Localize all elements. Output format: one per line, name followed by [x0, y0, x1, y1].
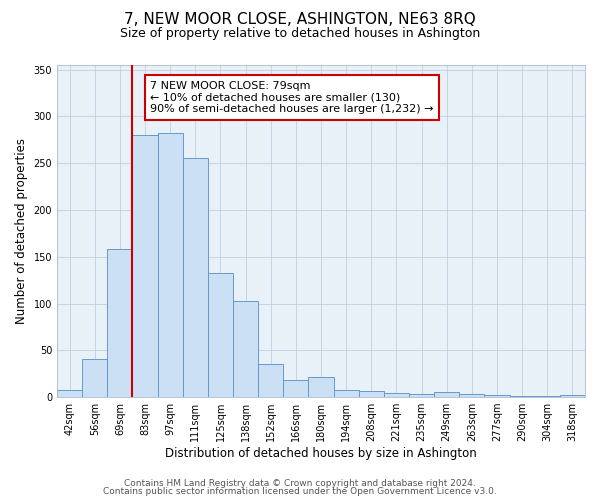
Bar	[560, 395, 585, 397]
Y-axis label: Number of detached properties: Number of detached properties	[15, 138, 28, 324]
Bar	[233, 300, 258, 397]
Bar	[107, 250, 133, 397]
Text: Size of property relative to detached houses in Ashington: Size of property relative to detached ho…	[120, 28, 480, 40]
Bar	[535, 396, 560, 397]
Bar	[308, 376, 334, 397]
Bar	[434, 392, 459, 397]
Bar	[258, 364, 283, 397]
Text: 7, NEW MOOR CLOSE, ASHINGTON, NE63 8RQ: 7, NEW MOOR CLOSE, ASHINGTON, NE63 8RQ	[124, 12, 476, 28]
Text: 7 NEW MOOR CLOSE: 79sqm
← 10% of detached houses are smaller (130)
90% of semi-d: 7 NEW MOOR CLOSE: 79sqm ← 10% of detache…	[150, 81, 434, 114]
Bar	[57, 390, 82, 397]
Bar	[484, 395, 509, 397]
Bar	[409, 394, 434, 397]
Bar	[133, 135, 158, 397]
Bar	[359, 390, 384, 397]
Bar	[459, 394, 484, 397]
Bar	[158, 134, 183, 397]
Text: Contains public sector information licensed under the Open Government Licence v3: Contains public sector information licen…	[103, 487, 497, 496]
Bar	[82, 358, 107, 397]
X-axis label: Distribution of detached houses by size in Ashington: Distribution of detached houses by size …	[165, 447, 477, 460]
Text: Contains HM Land Registry data © Crown copyright and database right 2024.: Contains HM Land Registry data © Crown c…	[124, 478, 476, 488]
Bar	[183, 158, 208, 397]
Bar	[384, 394, 409, 397]
Bar	[208, 272, 233, 397]
Bar	[509, 396, 535, 397]
Bar	[283, 380, 308, 397]
Bar	[334, 390, 359, 397]
